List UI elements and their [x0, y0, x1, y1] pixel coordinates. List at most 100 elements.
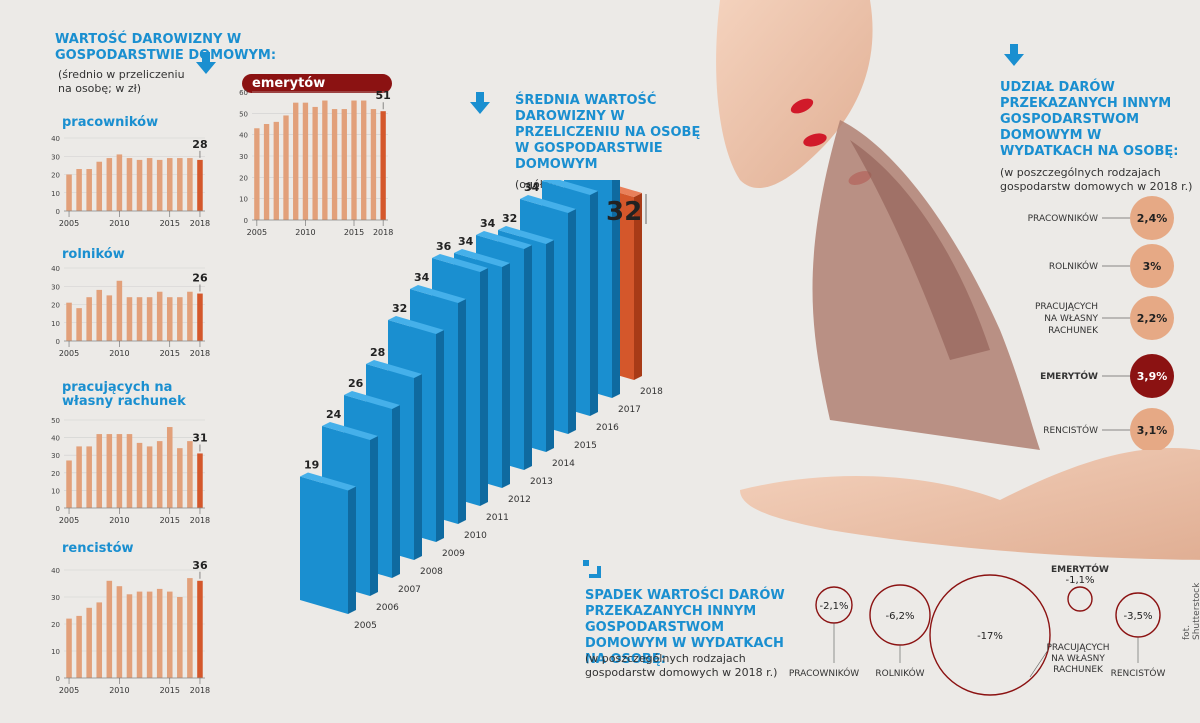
last-value-label: 31: [192, 431, 207, 444]
x-tick-label: 2005: [59, 516, 79, 525]
bar: [106, 158, 113, 211]
bar-value-label: 34: [458, 235, 474, 248]
x-tick-label: 2005: [59, 219, 79, 228]
decrease-value: -6,2%: [885, 611, 914, 622]
bar: [96, 161, 103, 211]
bar: [76, 308, 82, 341]
nail-2: [803, 133, 827, 147]
hands-money-image: [716, 0, 1200, 560]
chart-rencistow: 0 10 20 30 40 2005 2010 2015 2018 36: [51, 560, 210, 695]
left-section-title: WARTOŚĆ DAROWIZNY W GOSPODARSTWIE DOMOWY…: [55, 32, 277, 63]
bar: [156, 291, 163, 341]
last-value-label: 36: [192, 560, 208, 572]
share-label: EMERYTÓW: [1040, 370, 1098, 382]
chart-title-rencistow: rencistów: [62, 541, 134, 556]
y-tick-label: 20: [51, 470, 60, 478]
bar: [254, 128, 260, 220]
bottom-section-subtitle: (w poszczególnych rodzajach gospodarstw …: [585, 652, 778, 679]
y-tick-label: 10: [51, 320, 60, 328]
share-value: 3,1%: [1137, 424, 1168, 437]
average-donation-chart: 2018342017342016342015322014342013342012…: [300, 180, 663, 630]
decrease-label: ROLNIKÓW: [875, 667, 924, 679]
y-tick-label: 20: [51, 172, 60, 180]
year-label: 2010: [464, 531, 487, 541]
left-section-subtitle: (średnio w przeliczeniu na osobę; w zł): [58, 68, 185, 95]
share-circle: [1130, 354, 1174, 398]
bar-value-label: 32: [502, 212, 517, 225]
year-label: 2015: [574, 441, 597, 451]
bar: [380, 111, 386, 220]
y-tick-label: 40: [51, 265, 60, 273]
bar: [187, 158, 193, 211]
bar: [66, 174, 72, 211]
x-tick-label: 2005: [59, 349, 79, 358]
decrease-label: EMERYTÓW: [1051, 563, 1109, 575]
bar: [136, 591, 143, 678]
x-tick-label: 2005: [59, 686, 79, 695]
arrow-down-icon: [470, 92, 490, 118]
bar-value-label: 34: [480, 217, 496, 230]
y-tick-label: 40: [51, 567, 60, 575]
bar: [106, 434, 113, 508]
y-tick-label: 30: [51, 594, 60, 602]
bottom-section-title: SPADEK WARTOŚCI DARÓW PRZEKAZANYCH INNYM…: [585, 588, 785, 667]
decrease-label: NA WŁASNY: [1051, 654, 1105, 664]
chart-emerytow: 0 10 20 30 40 50 60 2005 2010 2015 2018 51: [239, 89, 393, 237]
last-value-label: 28: [192, 138, 207, 151]
y-tick-label: 30: [51, 452, 60, 460]
share-value: 2,4%: [1137, 212, 1168, 225]
bar: [86, 297, 92, 341]
bar: [126, 158, 133, 211]
year-label: 2016: [596, 423, 619, 433]
x-tick-label: 2010: [109, 349, 129, 358]
bar: [197, 159, 203, 211]
x-tick-label: 2018: [190, 349, 210, 358]
y-tick-label: 30: [51, 283, 60, 291]
bar: [293, 102, 299, 220]
y-tick-label: 30: [239, 153, 248, 161]
upper-hand-shape: [716, 0, 873, 189]
last-value-label: 51: [375, 89, 390, 102]
bar: [126, 434, 133, 508]
bar: [116, 586, 123, 678]
highlight-value: 32: [606, 197, 642, 227]
bar: [156, 441, 163, 508]
y-tick-label: 0: [56, 505, 60, 513]
decrease-label: RENCISTÓW: [1111, 667, 1166, 679]
decrease-value: -17%: [977, 631, 1003, 642]
decrease-circle: [1067, 586, 1093, 612]
year-label: 2017: [618, 405, 641, 415]
bar: [370, 109, 377, 220]
bar: [76, 446, 82, 508]
bar-value-label: 26: [348, 377, 364, 390]
bar-value-label: 19: [304, 459, 319, 472]
nail-1: [790, 98, 814, 114]
y-tick-label: 0: [56, 675, 60, 683]
x-tick-label: 2005: [247, 228, 267, 237]
right-section-subtitle: (w poszczególnych rodzajach gospodarstw …: [1000, 166, 1193, 193]
year-label: 2009: [442, 549, 465, 559]
bar: [177, 448, 183, 508]
bar: [166, 297, 173, 341]
share-label: PRACOWNIKÓW: [1028, 212, 1098, 224]
middle-section-title: ŚREDNIA WARTOŚĆ DAROWIZNY W PRZELICZENIU…: [515, 93, 701, 172]
decrease-label: RACHUNEK: [1053, 665, 1104, 675]
decrease-label: PRACUJĄCYCH: [1046, 643, 1109, 653]
share-circles: PRACOWNIKÓW 2,4% ROLNIKÓW 3% PRACUJĄCYCH NA W…: [1028, 196, 1174, 450]
share-circle: [1130, 296, 1174, 340]
x-tick-label: 2010: [109, 686, 129, 695]
bar: [187, 578, 193, 678]
chart-pracownikow: 0 10 20 30 40 2005 2010 2015 2018 28: [51, 135, 210, 228]
bar: [197, 293, 203, 341]
x-tick-label: 2015: [160, 219, 180, 228]
bar-value-label: 32: [392, 302, 407, 315]
bar: [156, 159, 163, 211]
share-label: ROLNIKÓW: [1049, 260, 1098, 272]
bar: [86, 446, 92, 508]
decrease-value: -1,1%: [1065, 575, 1094, 586]
y-tick-label: 10: [51, 648, 60, 656]
bar: [187, 291, 193, 341]
y-tick-label: 20: [239, 174, 248, 182]
y-tick-label: 50: [239, 110, 248, 118]
y-tick-label: 20: [51, 302, 60, 310]
